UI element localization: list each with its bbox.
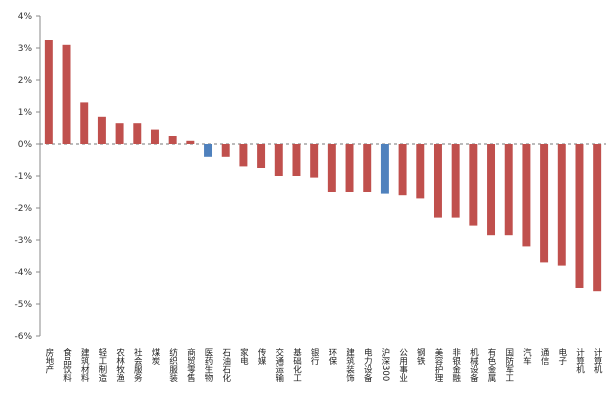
y-tick-label: -2% [14,204,32,214]
category-label: 医药生物 [203,348,213,383]
bar [221,144,230,157]
bar [469,144,478,226]
category-label: 通信 [539,347,549,366]
bar [239,144,248,167]
bar [398,144,407,196]
bar [416,144,425,199]
category-label: 国防军工 [504,348,514,382]
y-tick-label: -3% [14,236,32,246]
bar [257,144,266,168]
category-label: 银行 [309,347,319,366]
category-label: 钢铁 [415,347,425,366]
bar [575,144,584,288]
bar [186,140,195,144]
bar [204,144,213,157]
bar [451,144,460,218]
y-tick-label: 0% [18,140,33,150]
category-label: 电子 [557,347,567,365]
category-label: 美容护理 [433,347,443,382]
bar [380,144,389,194]
bar [504,144,513,236]
category-label: 环保 [327,348,337,366]
bar [363,144,372,192]
category-label: 农林牧渔 [115,347,125,382]
category-label: 建筑装饰 [345,347,355,383]
bar [274,144,283,176]
bar [522,144,531,247]
bar [433,144,442,218]
bar [115,123,124,144]
bar [80,102,89,144]
category-label: 石油石化 [221,348,231,383]
bar [292,144,301,176]
y-tick-label: -5% [14,300,32,310]
category-label: 房地产 [44,347,54,374]
category-labels: 房地产 食品饮料 建筑材料 轻工制造 农林牧渔 社会服务 煤炭 纺织服装 商贸零售 医药生物 石油石… [44,347,603,383]
category-label: 公用事业 [398,348,408,382]
category-label: 交通运输 [274,347,284,383]
category-label: 计算机 [592,347,602,374]
category-label: 家电 [238,347,248,365]
category-label: 轻工制造 [97,347,107,383]
y-tick-label: 4% [18,12,33,22]
y-tick-label: -1% [14,172,32,182]
bar [487,144,496,236]
bar [62,44,71,144]
category-label: 基础化工 [291,347,301,382]
axis-layer: 4% 3% 2% 1% 0% -1% -2% -3% -4% -5% -6% [14,12,606,342]
bar [310,144,319,178]
category-label: 建筑材料 [79,347,89,383]
bar [150,129,159,144]
category-label: 电力设备 [362,347,372,383]
y-tick-label: -4% [14,268,32,278]
bar [97,116,106,144]
category-label: 商贸零售 [185,347,195,383]
bar [557,144,566,266]
bar [327,144,336,192]
bar [345,144,354,192]
bar [168,136,177,144]
y-tick-label: -6% [14,332,32,342]
bars-layer [44,40,602,292]
category-label: 沪深300 [380,347,390,381]
category-label: 非银金融 [451,347,461,383]
category-label: 汽车 [521,347,531,366]
y-tick-label: 3% [18,44,33,54]
category-label: 有色金属 [486,347,496,383]
bar [133,123,142,144]
bar [593,144,602,292]
category-label: 食品饮料 [62,347,72,383]
category-label: 机械设备 [468,347,478,383]
category-label: 纺织服装 [168,347,178,383]
category-label: 传媒 [256,347,266,366]
y-tick-label: 1% [18,108,33,118]
bar [44,40,53,144]
category-label: 社会服务 [132,347,142,383]
category-label: 计算机 [574,347,584,374]
bar [540,144,549,263]
y-tick-label: 2% [18,76,33,86]
category-label: 煤炭 [150,347,160,366]
